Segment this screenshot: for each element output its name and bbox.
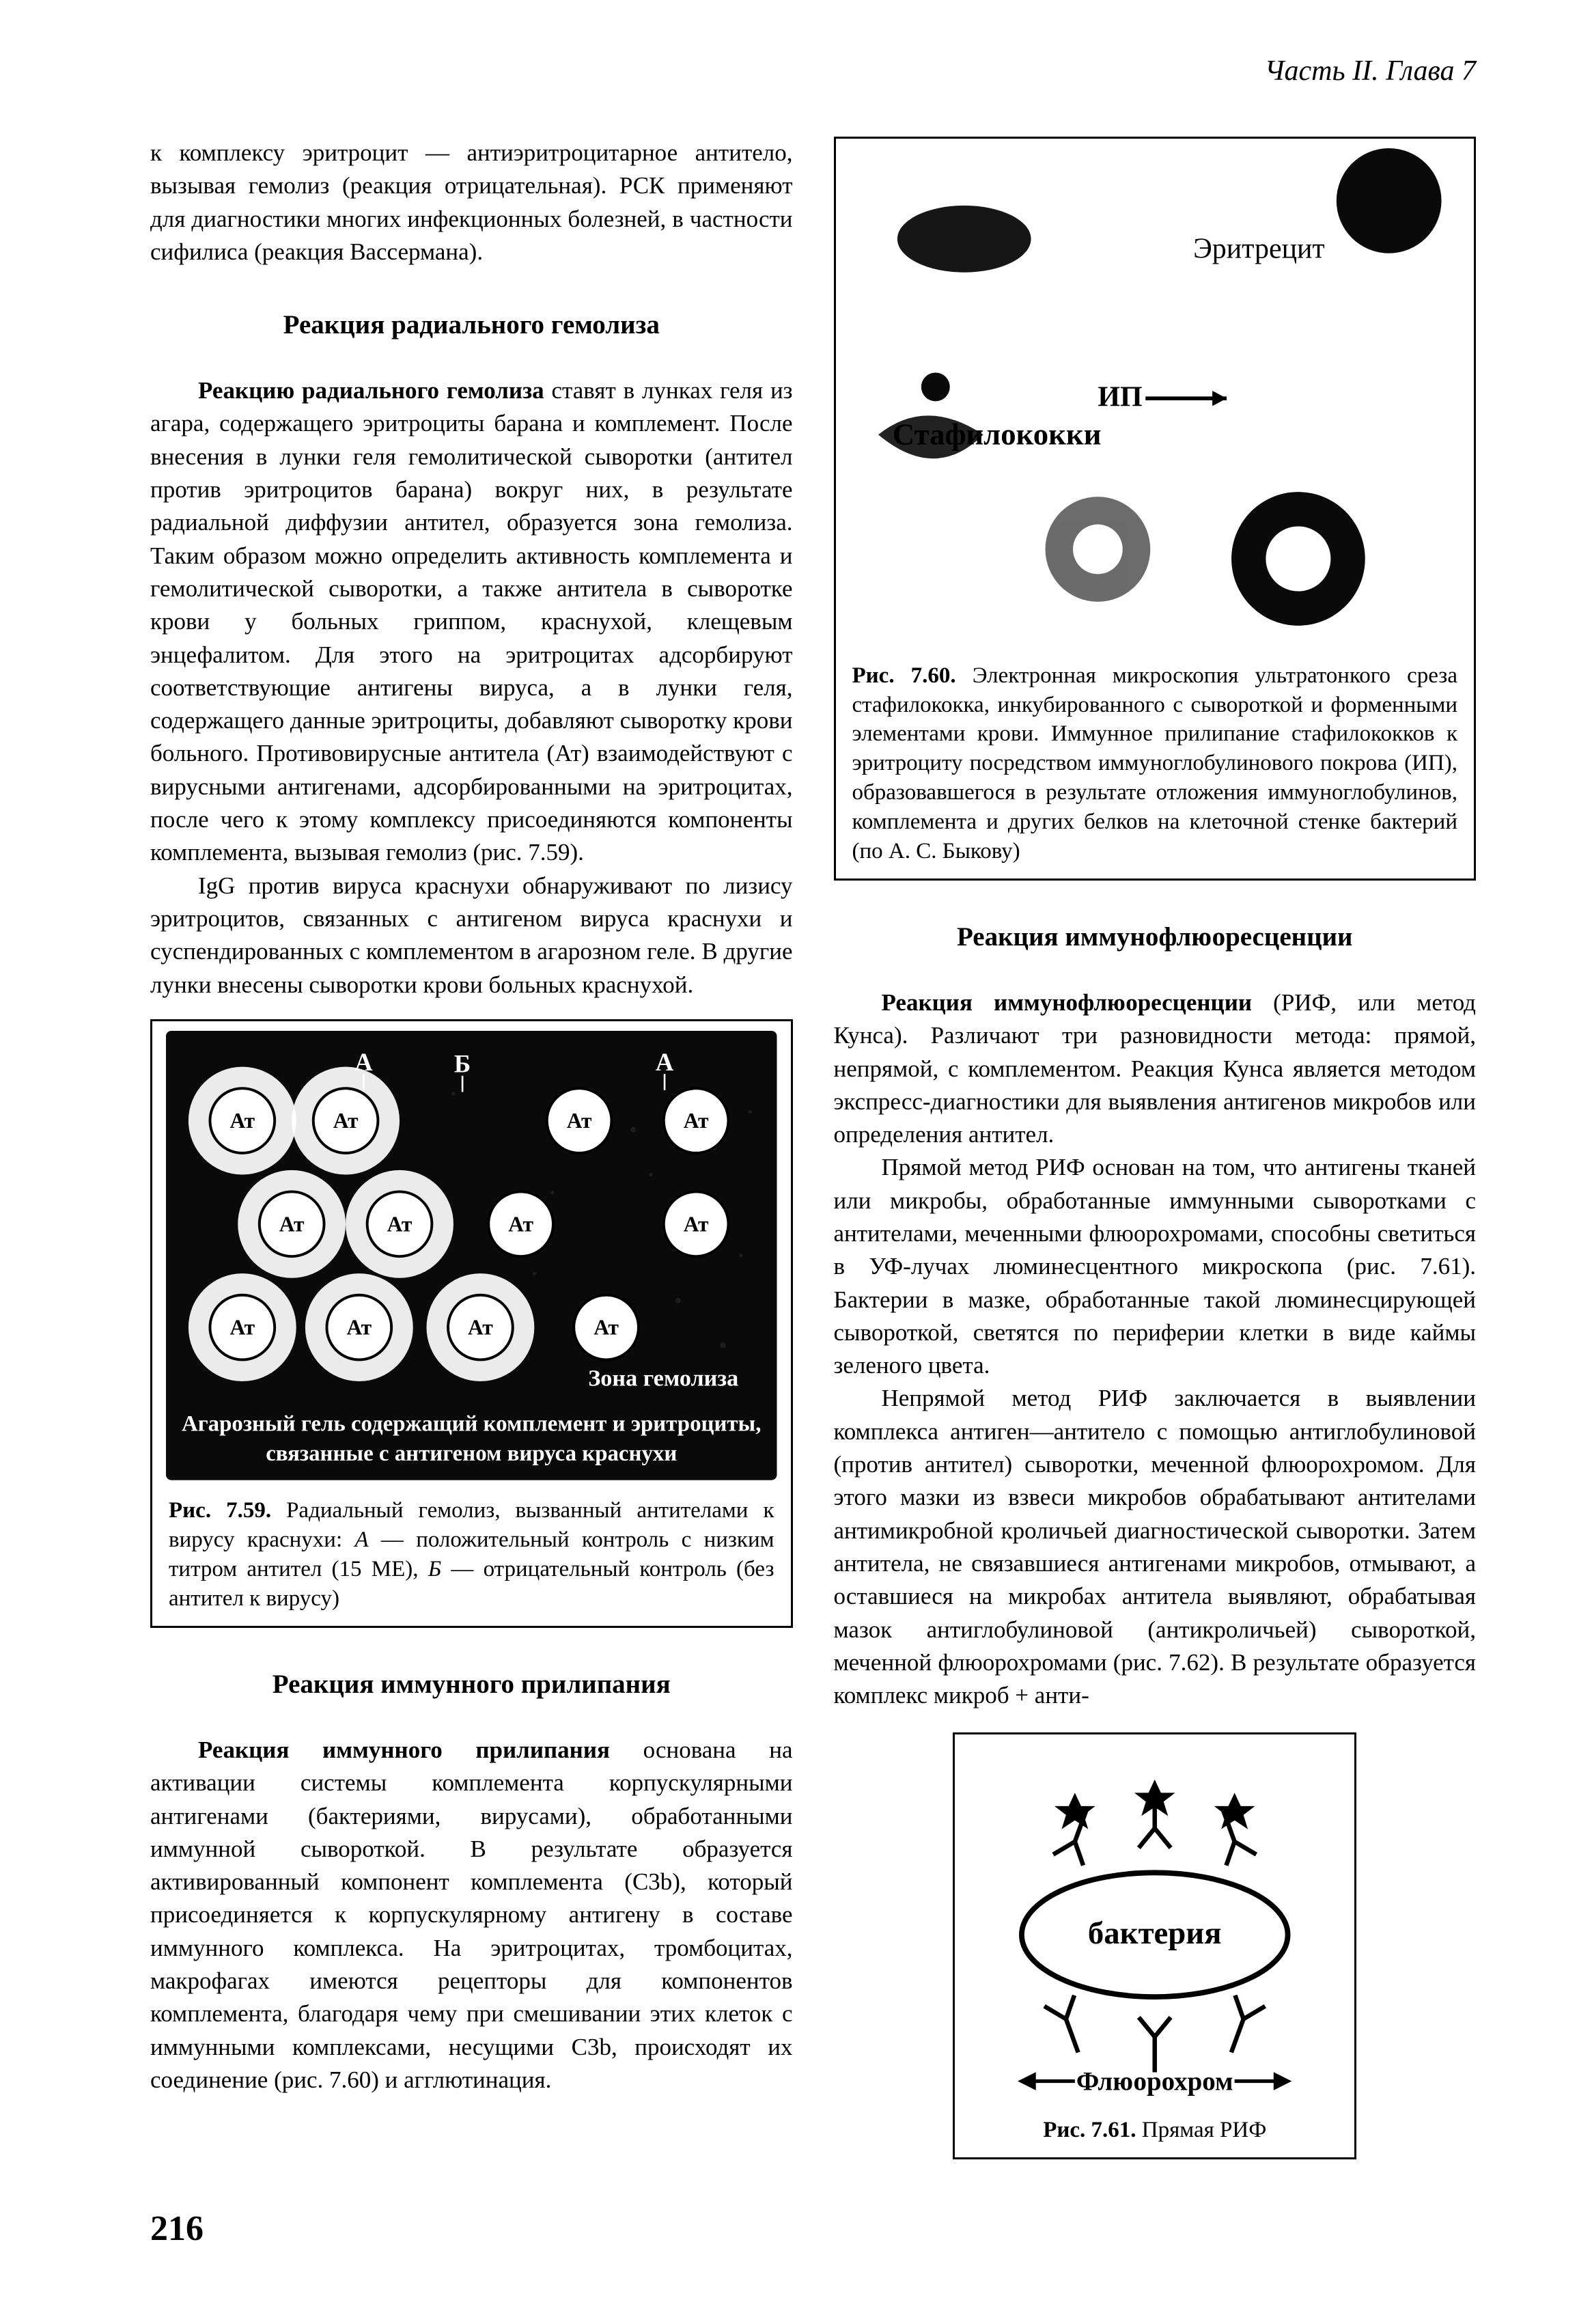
figure-7-59-graphic: Ат Ат Ат Ат Ат Ат Ат Ат Ат Ат Ат Ат А Б А Зона гемоли… bbox=[166, 1031, 777, 1489]
svg-text:Ат: Ат bbox=[468, 1315, 493, 1339]
p6: Прямой метод РИФ основан на том, что ант… bbox=[834, 1151, 1477, 1382]
page-number: 216 bbox=[150, 2209, 204, 2249]
svg-text:Ат: Ат bbox=[333, 1109, 359, 1133]
svg-text:Флюорохром: Флюорохром bbox=[1076, 2067, 1233, 2097]
svg-text:Ат: Ат bbox=[508, 1212, 533, 1236]
p5-bold: Реакция иммунофлюоресценции bbox=[882, 989, 1253, 1016]
svg-text:Ат: Ат bbox=[684, 1109, 709, 1133]
fig761-rest: Прямая РИФ bbox=[1136, 2118, 1267, 2142]
figure-7-61: бактерия bbox=[953, 1732, 1356, 2159]
figure-7-61-caption: Рис. 7.61. Прямая РИФ bbox=[968, 2116, 1341, 2145]
svg-text:Агарозный гель содержащий комп: Агарозный гель содержащий комплемент и э… bbox=[182, 1411, 761, 1436]
fig761-num: Рис. 7.61. bbox=[1043, 2118, 1136, 2142]
svg-text:Ат: Ат bbox=[346, 1315, 372, 1339]
svg-text:ИП: ИП bbox=[1098, 381, 1142, 413]
p2-bold: Реакцию радиального гемолиза bbox=[198, 377, 544, 404]
running-head: Часть II. Глава 7 bbox=[1265, 55, 1476, 87]
figure-7-60: Эритрецит ИП Стафилококки Рис. 7.60. Эле… bbox=[834, 137, 1477, 881]
svg-text:Ат: Ат bbox=[229, 1109, 255, 1133]
fig760-num: Рис. 7.60. bbox=[852, 663, 956, 688]
svg-text:А: А bbox=[354, 1048, 373, 1076]
svg-text:А: А bbox=[656, 1048, 674, 1076]
svg-text:Ат: Ат bbox=[684, 1212, 709, 1236]
right-column: Эритрецит ИП Стафилококки Рис. 7.60. Эле… bbox=[834, 137, 1477, 2159]
figure-7-59: Ат Ат Ат Ат Ат Ат Ат Ат Ат Ат Ат Ат А Б А Зона гемоли… bbox=[150, 1019, 793, 1628]
heading-immunofluorescence: Реакция иммунофлюоресценции bbox=[834, 922, 1477, 952]
heading-radial-hemolysis: Реакция радиального гемолиза bbox=[150, 309, 793, 340]
svg-text:Ат: Ат bbox=[279, 1212, 305, 1236]
figure-7-59-caption: Рис. 7.59. Радиальный гемолиз, вызванный… bbox=[166, 1496, 777, 1614]
figure-7-60-graphic: Эритрецит ИП Стафилококки bbox=[850, 148, 1461, 653]
figure-7-61-graphic: бактерия bbox=[968, 1744, 1341, 2107]
fig760-rest: Электронная микроскопия ультратонкого ср… bbox=[852, 663, 1458, 863]
fig759-num: Рис. 7.59. bbox=[169, 1498, 271, 1523]
fig760-eryth-label: Эритрецит bbox=[1193, 234, 1325, 265]
p2: Реакцию радиального гемолиза ставят в лу… bbox=[150, 374, 793, 869]
p3: IgG против вируса краснухи обнаруживают … bbox=[150, 870, 793, 1001]
svg-text:Ат: Ат bbox=[567, 1109, 592, 1133]
svg-text:Зона гемолиза: Зона гемолиза bbox=[588, 1366, 738, 1391]
heading-immune-adhesion: Реакция иммунного прилипания bbox=[150, 1669, 793, 1700]
p2-rest: ставят в лунках геля из агара, содержаще… bbox=[150, 377, 793, 866]
svg-text:Ат: Ат bbox=[229, 1315, 255, 1339]
svg-text:бактерия: бактерия bbox=[1088, 1916, 1222, 1952]
p4-rest: основана на активации системы комплемент… bbox=[150, 1737, 793, 2093]
p7: Непрямой метод РИФ заключается в выявлен… bbox=[834, 1382, 1477, 1712]
figure-7-60-caption: Рис. 7.60. Электронная микроскопия ультр… bbox=[850, 661, 1461, 866]
svg-text:связанные с антигеном вируса к: связанные с антигеном вируса краснухи bbox=[266, 1441, 677, 1466]
p5: Реакция иммунофлюоресценции (РИФ, или ме… bbox=[834, 986, 1477, 1151]
fig759-A: А bbox=[354, 1527, 368, 1552]
p1-continuation: к комплексу эритроцит — антиэритроцитарн… bbox=[150, 137, 793, 268]
left-column: к комплексу эритроцит — антиэритроцитарн… bbox=[150, 137, 793, 2159]
svg-text:Ат: Ат bbox=[593, 1315, 619, 1339]
svg-text:Стафилококки: Стафилококки bbox=[892, 417, 1101, 451]
p4: Реакция иммунного прилипания основана на… bbox=[150, 1734, 793, 2097]
p4-bold: Реакция иммунного прилипания bbox=[198, 1737, 610, 1763]
svg-text:Б: Б bbox=[454, 1049, 471, 1077]
svg-text:Ат: Ат bbox=[387, 1212, 413, 1236]
fig759-B: Б bbox=[428, 1557, 441, 1581]
